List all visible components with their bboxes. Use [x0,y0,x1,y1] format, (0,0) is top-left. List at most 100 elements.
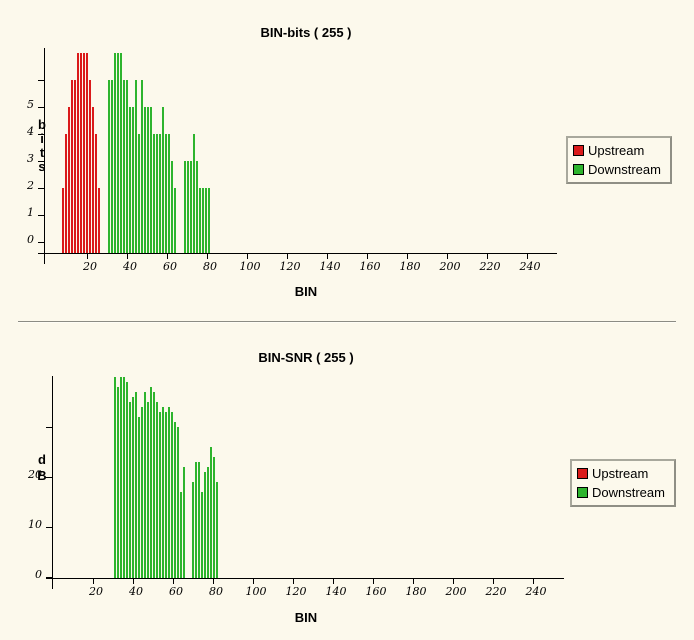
bar-downstream [120,53,122,253]
legend-label-downstream: Downstream [588,162,661,177]
bar-downstream [171,161,173,253]
y-tick [38,215,44,216]
bar-downstream [114,377,116,578]
x-tick [367,253,368,259]
bar-upstream [77,53,79,253]
snr-legend-box: Upstream Downstream [570,459,676,507]
x-tick-label: 140 [319,260,341,273]
x-tick [173,578,174,584]
x-tick [287,253,288,259]
y-tick [46,477,52,478]
bar-downstream [162,407,164,578]
legend-label-upstream: Upstream [592,466,649,481]
x-tick-label: 220 [485,585,507,598]
x-tick-label: 120 [279,260,301,273]
bar-downstream [117,387,119,578]
bar-downstream [114,53,116,253]
snr-chart-title: BIN-SNR ( 255 ) [258,350,354,365]
bar-upstream [65,134,67,253]
bar-downstream [156,134,158,253]
y-tick-label: 0 [35,568,42,581]
bar-downstream [205,188,207,253]
bar-downstream [216,482,218,578]
x-tick [447,253,448,259]
x-tick [207,253,208,259]
bar-downstream [165,412,167,578]
x-tick [293,578,294,584]
bar-downstream [126,80,128,253]
x-tick-label: 200 [439,260,461,273]
bar-downstream [196,161,198,253]
downstream-color-swatch [573,164,584,175]
bar-downstream [123,80,125,253]
x-tick-label: 160 [359,260,381,273]
y-tick-label: 0 [27,233,34,246]
bar-upstream [83,53,85,253]
bar-downstream [144,392,146,578]
x-tick-label: 60 [163,260,177,273]
bar-upstream [86,53,88,253]
x-axis-line [46,578,564,579]
bar-upstream [71,80,73,253]
bar-downstream [108,80,110,253]
x-tick-label: 80 [209,585,223,598]
y-tick-label: 5 [27,98,34,111]
y-tick-label: 4 [27,125,34,138]
bar-downstream [207,467,209,578]
x-tick-label: 160 [365,585,387,598]
snr-x-axis-label: BIN [294,610,318,625]
x-tick [413,578,414,584]
y-tick-label: 20 [28,468,42,481]
bar-downstream [138,417,140,578]
bar-upstream [74,80,76,253]
y-axis-line [44,48,45,264]
bits-x-axis-label: BIN [294,284,318,299]
x-tick-label: 100 [245,585,267,598]
x-tick-label: 140 [325,585,347,598]
bar-upstream [80,53,82,253]
bar-upstream [62,188,64,253]
bar-downstream [147,107,149,253]
bar-downstream [153,392,155,578]
bar-downstream [168,134,170,253]
bar-downstream [201,492,203,578]
legend-item-upstream: Upstream [577,464,669,483]
bar-downstream [111,80,113,253]
y-axis-line [52,376,53,589]
x-tick [133,578,134,584]
bar-downstream [208,188,210,253]
bar-downstream [174,422,176,578]
bar-downstream [120,377,122,578]
bar-upstream [89,80,91,253]
y-tick [38,161,44,162]
x-tick-label: 240 [525,585,547,598]
bar-downstream [150,107,152,253]
bar-downstream [180,492,182,578]
y-tick [38,80,44,81]
x-axis-line [38,253,557,254]
x-tick [167,253,168,259]
x-tick [453,578,454,584]
x-tick [93,578,94,584]
x-tick [407,253,408,259]
bar-downstream [138,134,140,253]
bar-downstream [147,402,149,578]
bar-downstream [184,161,186,253]
y-tick-label: 10 [28,518,42,531]
x-tick [487,253,488,259]
bar-downstream [162,107,164,253]
x-tick [333,578,334,584]
bar-downstream [132,397,134,578]
y-tick [46,427,52,428]
bar-downstream [126,382,128,578]
legend-label-downstream: Downstream [592,485,665,500]
x-tick-label: 200 [445,585,467,598]
downstream-color-swatch [577,487,588,498]
x-tick [373,578,374,584]
bar-downstream [129,402,131,578]
bar-downstream [159,134,161,253]
bar-downstream [165,134,167,253]
